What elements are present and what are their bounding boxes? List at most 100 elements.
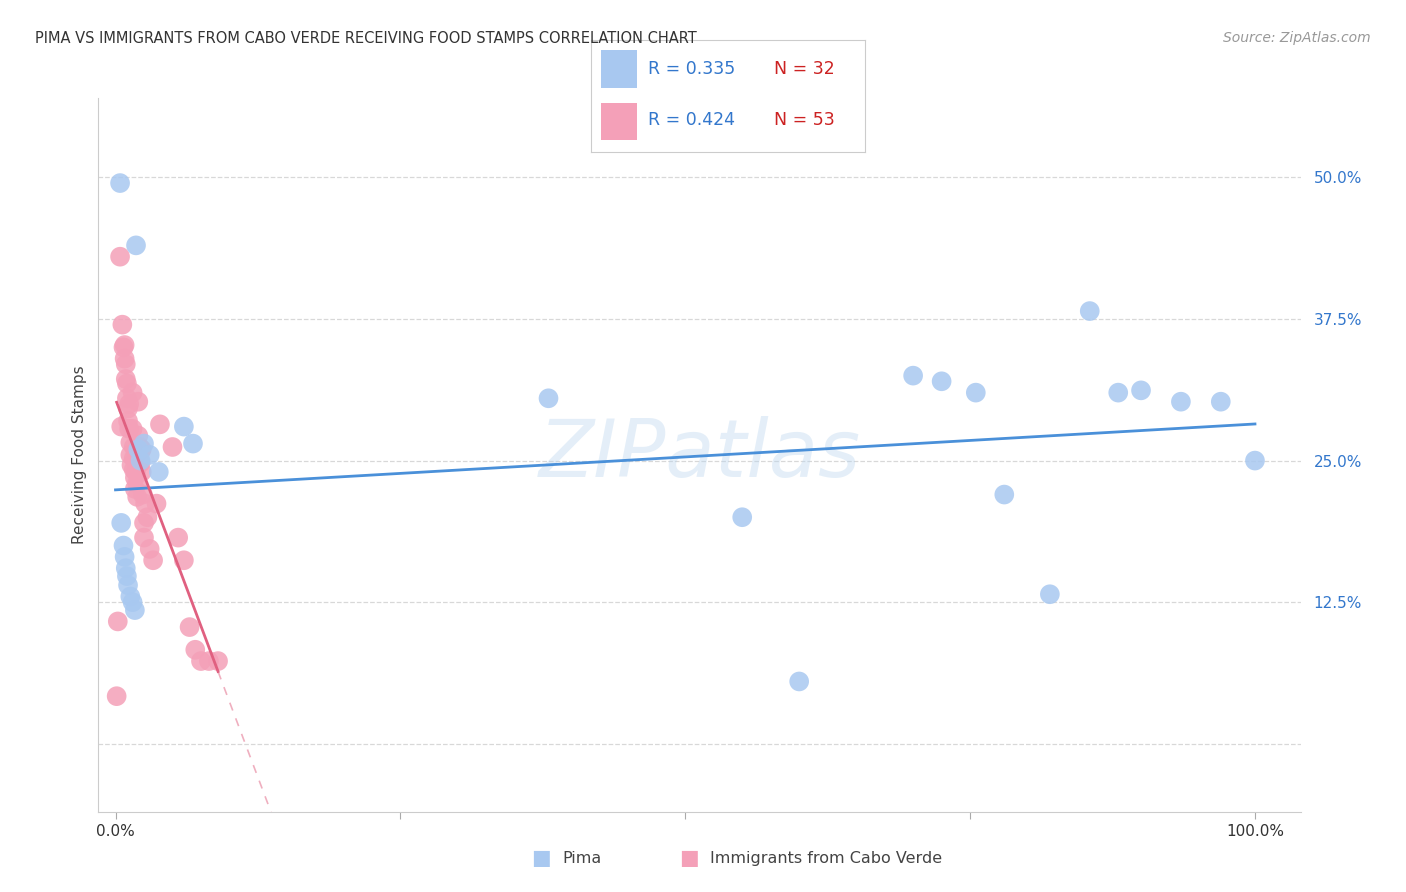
Point	[1078, 304, 1101, 318]
Point	[124, 470, 146, 484]
Point	[179, 620, 201, 634]
Point	[127, 442, 149, 457]
Point	[114, 351, 136, 366]
Point	[127, 428, 149, 442]
Point	[114, 549, 136, 564]
Point	[114, 561, 136, 575]
Point	[127, 476, 149, 491]
FancyBboxPatch shape	[602, 103, 637, 140]
Point	[138, 448, 160, 462]
Point	[148, 465, 170, 479]
Point	[138, 541, 160, 556]
Point	[115, 392, 138, 406]
Point	[167, 531, 190, 545]
Point	[110, 516, 132, 530]
Point	[181, 436, 204, 450]
Point	[184, 642, 207, 657]
Point	[190, 654, 212, 668]
Point	[110, 419, 132, 434]
Point	[173, 553, 195, 567]
Point	[149, 417, 172, 432]
Point	[117, 578, 139, 592]
Text: N = 53: N = 53	[775, 111, 835, 128]
Point	[108, 176, 131, 190]
Point	[131, 465, 153, 479]
Point	[901, 368, 924, 383]
Point	[125, 451, 148, 466]
Point	[122, 440, 145, 454]
Point	[993, 487, 1015, 501]
Point	[132, 436, 155, 450]
Point	[132, 531, 155, 545]
Point	[114, 357, 136, 371]
Point	[162, 440, 184, 454]
Point	[118, 397, 141, 411]
Point	[122, 451, 145, 466]
Text: ZIPatlas: ZIPatlas	[538, 416, 860, 494]
Point	[120, 448, 142, 462]
Point	[125, 238, 148, 252]
Point	[121, 595, 143, 609]
Point	[207, 654, 229, 668]
Point	[731, 510, 754, 524]
Point	[121, 458, 143, 472]
Point	[108, 250, 131, 264]
Text: Immigrants from Cabo Verde: Immigrants from Cabo Verde	[710, 851, 942, 865]
Text: Pima: Pima	[562, 851, 602, 865]
Point	[173, 419, 195, 434]
Text: ■: ■	[679, 848, 699, 868]
Point	[132, 516, 155, 530]
Text: PIMA VS IMMIGRANTS FROM CABO VERDE RECEIVING FOOD STAMPS CORRELATION CHART: PIMA VS IMMIGRANTS FROM CABO VERDE RECEI…	[35, 31, 697, 46]
Point	[117, 414, 139, 428]
Point	[1039, 587, 1062, 601]
Y-axis label: Receiving Food Stamps: Receiving Food Stamps	[72, 366, 87, 544]
Point	[117, 401, 139, 416]
Point	[125, 465, 148, 479]
Point	[118, 422, 141, 436]
Point	[105, 689, 128, 703]
Point	[198, 654, 221, 668]
Point	[115, 569, 138, 583]
Text: R = 0.335: R = 0.335	[648, 60, 735, 78]
Text: N = 32: N = 32	[775, 60, 835, 78]
Point	[134, 497, 156, 511]
Text: Source: ZipAtlas.com: Source: ZipAtlas.com	[1223, 31, 1371, 45]
Point	[111, 318, 134, 332]
Point	[136, 510, 159, 524]
Point	[787, 674, 810, 689]
Point	[114, 338, 136, 352]
Point	[112, 539, 135, 553]
Point	[931, 374, 953, 388]
Point	[537, 392, 560, 406]
Point	[122, 463, 145, 477]
Point	[129, 444, 152, 458]
Point	[1209, 394, 1232, 409]
Point	[121, 422, 143, 436]
Text: ■: ■	[531, 848, 551, 868]
Point	[1130, 384, 1153, 398]
Point	[1244, 453, 1267, 467]
Point	[120, 590, 142, 604]
Point	[120, 435, 142, 450]
Point	[124, 603, 146, 617]
Point	[132, 487, 155, 501]
Point	[121, 385, 143, 400]
Point	[129, 453, 152, 467]
Point	[1107, 385, 1129, 400]
Point	[124, 482, 146, 496]
Point	[107, 615, 129, 629]
Point	[115, 376, 138, 391]
Point	[127, 394, 149, 409]
Point	[127, 490, 149, 504]
Text: R = 0.424: R = 0.424	[648, 111, 735, 128]
Point	[965, 385, 987, 400]
Point	[1170, 394, 1192, 409]
Point	[145, 497, 167, 511]
Point	[112, 340, 135, 354]
Point	[128, 440, 150, 454]
Point	[114, 372, 136, 386]
Point	[129, 456, 152, 470]
Point	[142, 553, 165, 567]
FancyBboxPatch shape	[602, 50, 637, 88]
Point	[131, 442, 153, 457]
